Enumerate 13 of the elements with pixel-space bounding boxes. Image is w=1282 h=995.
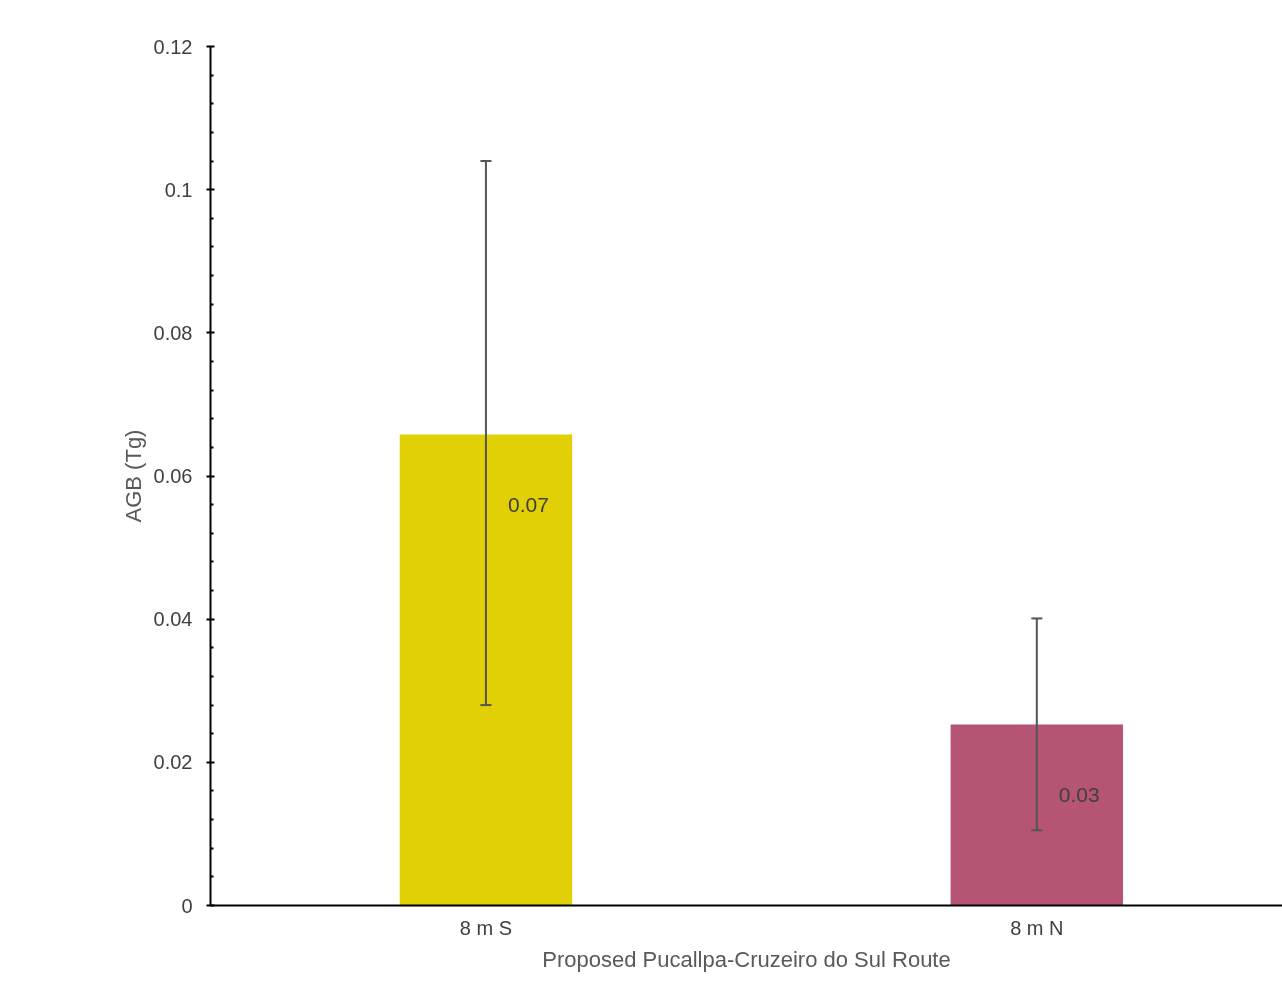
- y-tick-label: 0.04: [153, 608, 193, 631]
- x-tick-label: 8 m S: [459, 916, 513, 939]
- data-label: 0.03: [1058, 783, 1100, 807]
- y-tick-label: 0: [181, 894, 193, 917]
- x-tick-label: 8 m N: [1010, 916, 1064, 939]
- y-axis-title: AGB (Tg): [120, 429, 146, 523]
- y-tick-label: 0.02: [153, 751, 193, 774]
- y-tick-label: 0.08: [153, 321, 193, 344]
- x-axis-title: Proposed Pucallpa-Cruzeiro do Sul Route: [542, 946, 951, 972]
- data-label: 0.07: [507, 493, 549, 517]
- y-tick-label: 0.06: [153, 465, 193, 487]
- y-tick-label: 0.1: [164, 178, 193, 201]
- y-tick-label: 0.12: [153, 35, 193, 58]
